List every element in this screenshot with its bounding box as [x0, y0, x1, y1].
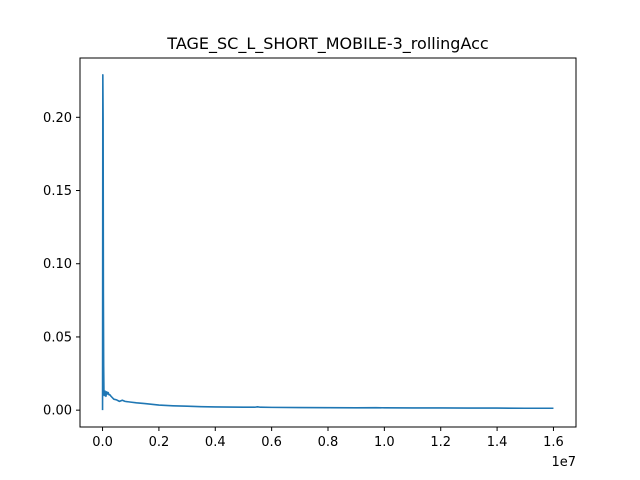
- x-tick-label: 0.6: [261, 435, 282, 450]
- plot-area: [101, 74, 554, 411]
- x-tick-label: 0.4: [205, 435, 226, 450]
- series-line: [101, 74, 554, 411]
- x-tick-label: 1.0: [374, 435, 395, 450]
- y-tick-label: 0.10: [43, 257, 72, 272]
- x-tick-label: 1.6: [543, 435, 564, 450]
- x-axis: 0.0 0.2 0.4 0.6 0.8 1.0 1.2 1.4 1.6: [92, 427, 564, 450]
- x-tick-label: 0.8: [318, 435, 339, 450]
- y-tick-label: 0.00: [43, 404, 72, 419]
- y-tick-label: 0.15: [43, 184, 72, 199]
- axes-frame: [79, 57, 577, 428]
- x-tick-label: 0.2: [149, 435, 170, 450]
- x-tick-label: 1.4: [487, 435, 508, 450]
- x-tick-label: 0.0: [92, 435, 113, 450]
- y-axis: 0.00 0.05 0.10 0.15 0.20: [43, 111, 80, 419]
- y-tick-label: 0.05: [43, 330, 72, 345]
- y-tick-label: 0.20: [43, 111, 72, 126]
- x-offset-label: 1e7: [551, 455, 576, 470]
- x-tick-label: 1.2: [430, 435, 451, 450]
- chart-title: TAGE_SC_L_SHORT_MOBILE-3_rollingAcc: [166, 34, 488, 54]
